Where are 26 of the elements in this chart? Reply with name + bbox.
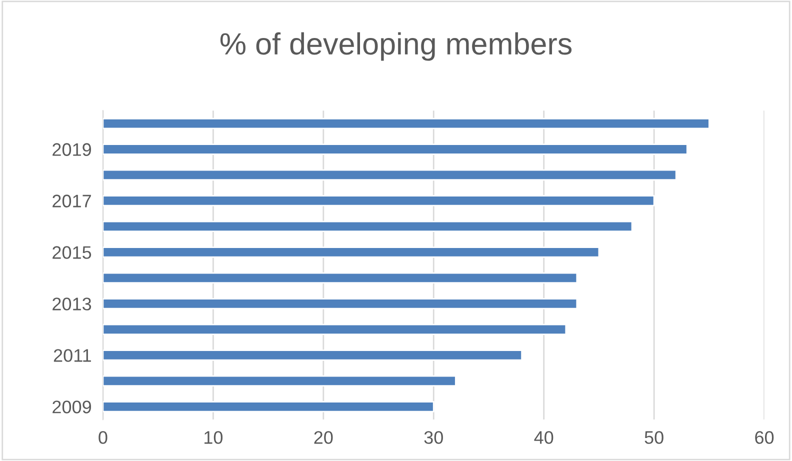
x-tick-label: 30 xyxy=(424,431,443,444)
bar xyxy=(102,169,677,181)
x-tick-label: 20 xyxy=(314,431,333,444)
x-tick-label: 0 xyxy=(98,431,108,444)
bar xyxy=(102,220,633,232)
bar xyxy=(102,324,567,336)
bar xyxy=(102,195,655,206)
y-tick-label: 2019 xyxy=(52,143,91,156)
bar xyxy=(102,144,688,155)
x-tick-label: 50 xyxy=(644,431,664,444)
y-tick-label: 2015 xyxy=(52,246,92,259)
y-tick-label: 2013 xyxy=(52,298,92,310)
bar xyxy=(102,272,578,284)
bar xyxy=(102,375,456,386)
x-tick-label: 10 xyxy=(204,431,223,444)
bar xyxy=(102,246,600,258)
bar xyxy=(102,350,522,361)
y-tick-label: 2017 xyxy=(52,194,91,208)
x-tick-label: 60 xyxy=(755,431,774,444)
bar xyxy=(102,298,578,310)
bar xyxy=(102,401,434,412)
x-tick-label: 40 xyxy=(534,431,554,444)
bar xyxy=(102,118,710,130)
y-tick-label: 2009 xyxy=(52,400,91,414)
y-tick-label: 2011 xyxy=(54,349,91,362)
chart-title: % of developing members xyxy=(220,32,572,61)
